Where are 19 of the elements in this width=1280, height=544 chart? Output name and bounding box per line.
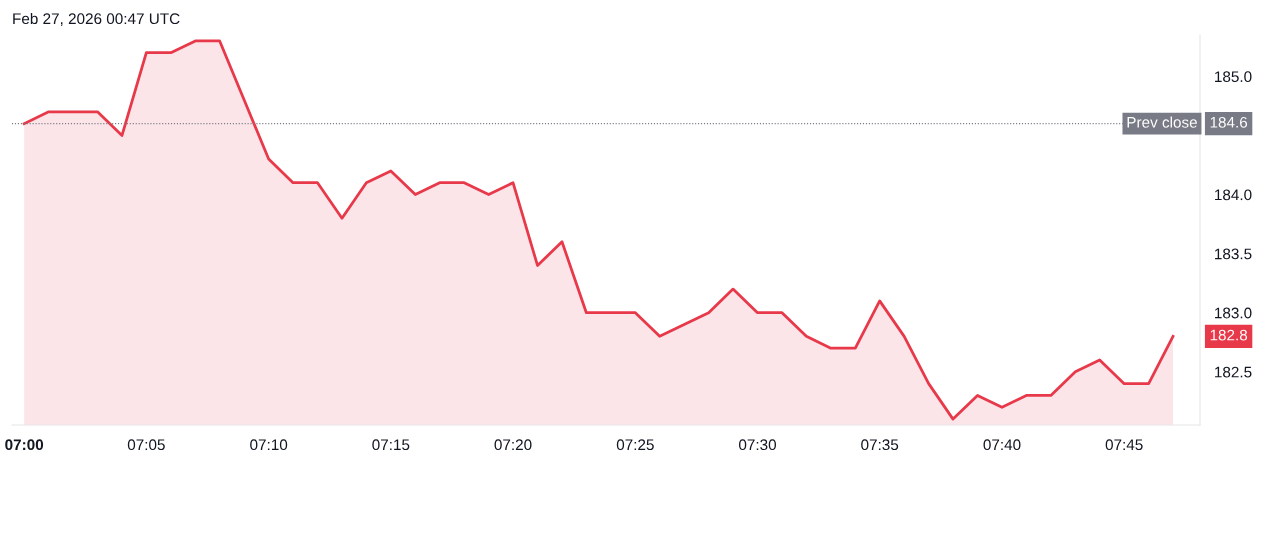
- y-tick-label: 182.5: [1215, 366, 1252, 378]
- x-tick-label: 07:00: [5, 439, 44, 451]
- x-tick-label: 07:15: [372, 439, 410, 451]
- text: Feb 27, 2026 00:47 UTC: [13, 12, 180, 26]
- x-tick-label: 07:25: [616, 439, 654, 451]
- x-tick-label: 07:10: [250, 439, 288, 451]
- x-tick-label: 07:35: [861, 439, 899, 451]
- text: 182.8: [1210, 329, 1248, 341]
- y-tick-label: 184.0: [1215, 189, 1252, 201]
- ref-line-label: Prev close: [1127, 116, 1197, 128]
- y-tick-label: 185.0: [1215, 71, 1252, 83]
- y-tick-label: 183.0: [1215, 307, 1252, 319]
- text: 184.6: [1210, 116, 1248, 128]
- x-tick-label: 07:05: [127, 439, 165, 451]
- x-tick-label: 07:40: [983, 439, 1021, 451]
- x-tick-label: 07:45: [1105, 439, 1143, 451]
- x-tick-label: 07:30: [738, 439, 777, 451]
- x-tick-label: 07:20: [494, 439, 532, 451]
- y-tick-label: 183.5: [1215, 248, 1252, 260]
